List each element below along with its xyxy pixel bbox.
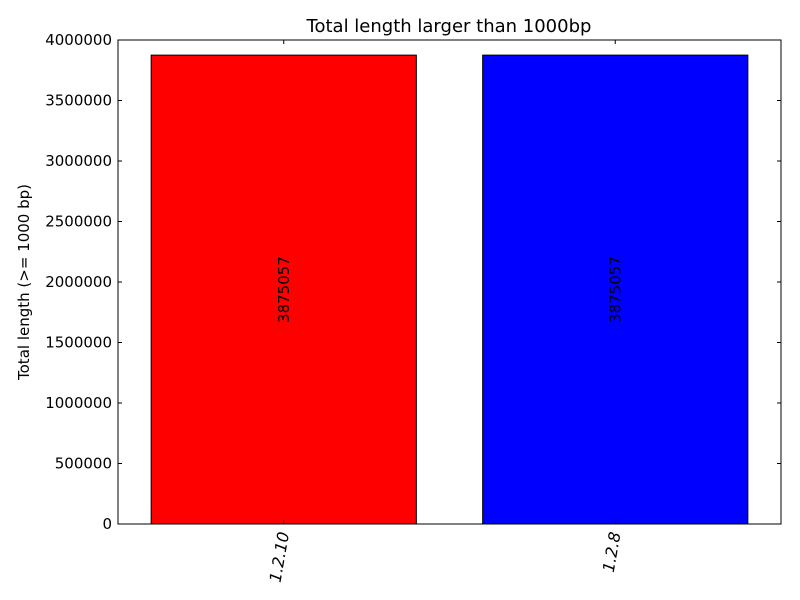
y-tick-label-4: 2000000 (45, 273, 112, 291)
bar-labels-group: 3875057 3875057 (275, 256, 625, 323)
plot-frame (117, 39, 782, 525)
y-axis-label: Total length (>= 1000 bp) (15, 184, 33, 381)
y-tick-label-5: 2500000 (45, 213, 112, 231)
bar-value-label-1: 3875057 (606, 256, 624, 323)
y-tick-label-0: 0 (102, 515, 112, 533)
bar-value-label-0: 3875057 (275, 256, 293, 323)
y-tick-label-3: 1500000 (45, 334, 112, 352)
y-tick-label-2: 1000000 (45, 394, 112, 412)
y-ticks-group: 0 500000 1000000 1500000 2000000 2500000 30000… (45, 31, 781, 533)
x-tick-label-1: 1.2.8 (599, 530, 625, 573)
y-tick-label-1: 500000 (55, 455, 112, 473)
bar-0 (150, 54, 417, 525)
y-tick-label-8: 4000000 (45, 31, 112, 49)
bars-group (150, 54, 749, 525)
x-tick-label-0: 1.2.10 (266, 530, 294, 583)
chart-title: Total length larger than 1000bp (306, 16, 592, 37)
y-tick-label-7: 3500000 (45, 92, 112, 110)
y-tick-label-6: 3000000 (45, 152, 112, 170)
bar-1 (482, 54, 749, 525)
